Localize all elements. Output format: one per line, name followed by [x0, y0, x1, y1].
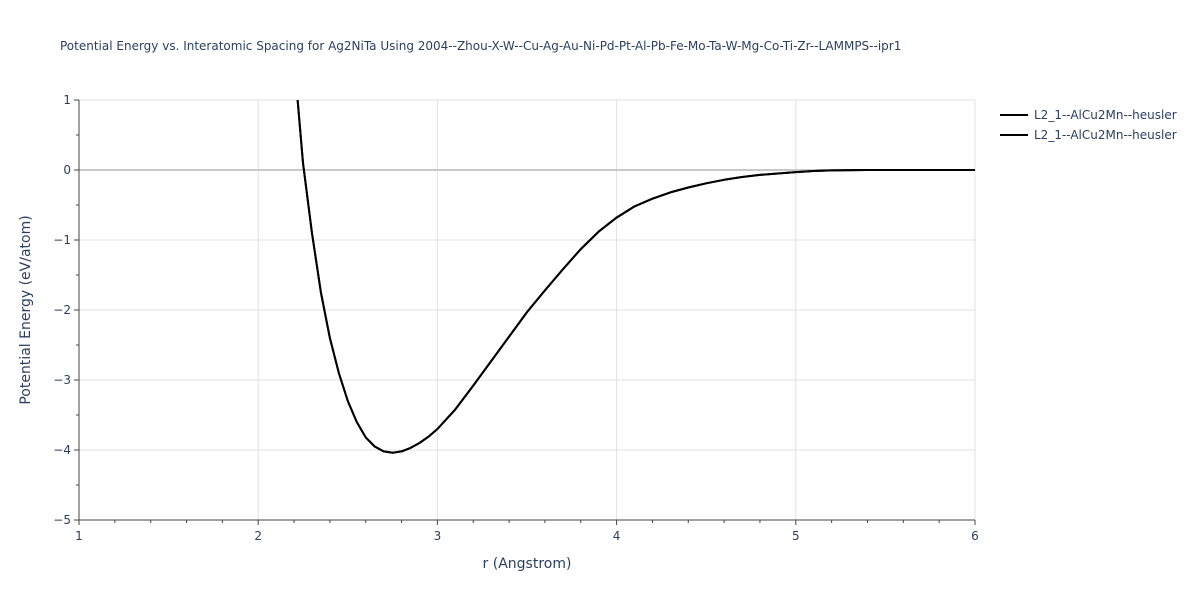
y-axis-title: Potential Energy (eV/atom)	[18, 215, 34, 404]
x-tick-label: 6	[971, 529, 979, 543]
x-axis-ticks: 1 2 3 4 5 6	[75, 520, 979, 543]
legend-label: L2_1--AlCu2Mn--heusler	[1034, 128, 1177, 142]
y-tick-label: −3	[53, 373, 71, 387]
chart-title: Potential Energy vs. Interatomic Spacing…	[60, 39, 901, 53]
series-line	[296, 100, 975, 454]
x-tick-label: 5	[792, 529, 800, 543]
y-tick-label: 0	[63, 163, 71, 177]
x-tick-label: 2	[254, 529, 262, 543]
y-axis-ticks: 1 0 −1 −2 −3 −4 −5	[53, 93, 79, 527]
x-axis-title: r (Angstrom)	[483, 556, 572, 572]
y-tick-label: 1	[63, 93, 71, 107]
x-tick-label: 1	[75, 529, 83, 543]
series-line	[296, 100, 975, 454]
legend: L2_1--AlCu2Mn--heusler L2_1--AlCu2Mn--heu…	[1000, 108, 1177, 142]
y-tick-label: −4	[53, 443, 71, 457]
legend-label: L2_1--AlCu2Mn--heusler	[1034, 108, 1177, 122]
y-tick-label: −2	[53, 303, 71, 317]
x-tick-label: 4	[613, 529, 621, 543]
y-tick-label: −1	[53, 233, 71, 247]
series-lines	[296, 100, 975, 454]
grid-lines	[79, 99, 976, 520]
y-tick-label: −5	[53, 513, 71, 527]
x-tick-label: 3	[434, 529, 442, 543]
